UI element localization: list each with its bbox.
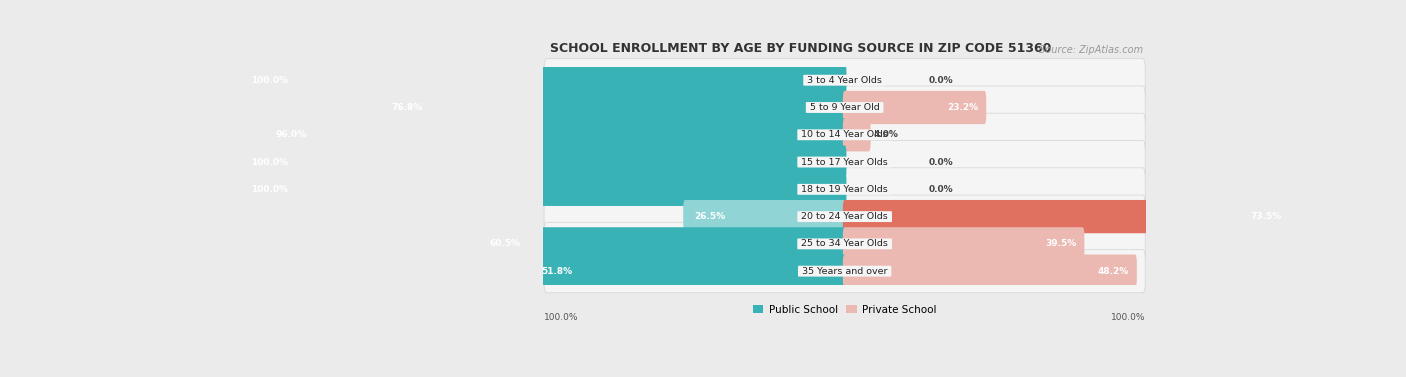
FancyBboxPatch shape bbox=[380, 91, 846, 124]
Text: 0.0%: 0.0% bbox=[929, 158, 953, 167]
Text: 48.2%: 48.2% bbox=[1098, 267, 1129, 276]
FancyBboxPatch shape bbox=[842, 227, 1084, 261]
FancyBboxPatch shape bbox=[683, 200, 846, 233]
Text: 35 Years and over: 35 Years and over bbox=[799, 267, 890, 276]
FancyBboxPatch shape bbox=[842, 200, 1289, 233]
Text: 25 to 34 Year Olds: 25 to 34 Year Olds bbox=[799, 239, 891, 248]
Text: 10 to 14 Year Olds: 10 to 14 Year Olds bbox=[799, 130, 891, 139]
Text: 100.0%: 100.0% bbox=[252, 76, 288, 85]
FancyBboxPatch shape bbox=[544, 222, 1146, 265]
FancyBboxPatch shape bbox=[264, 118, 846, 152]
Text: 76.8%: 76.8% bbox=[391, 103, 422, 112]
Text: 15 to 17 Year Olds: 15 to 17 Year Olds bbox=[799, 158, 891, 167]
Text: 23.2%: 23.2% bbox=[948, 103, 979, 112]
FancyBboxPatch shape bbox=[240, 146, 846, 179]
Text: 20 to 24 Year Olds: 20 to 24 Year Olds bbox=[799, 212, 891, 221]
Text: 0.0%: 0.0% bbox=[929, 76, 953, 85]
Text: 100.0%: 100.0% bbox=[544, 313, 578, 322]
FancyBboxPatch shape bbox=[842, 254, 1137, 288]
FancyBboxPatch shape bbox=[544, 59, 1146, 102]
Text: 0.0%: 0.0% bbox=[929, 185, 953, 194]
Text: Source: ZipAtlas.com: Source: ZipAtlas.com bbox=[1039, 44, 1143, 55]
Text: 96.0%: 96.0% bbox=[276, 130, 307, 139]
Legend: Public School, Private School: Public School, Private School bbox=[749, 300, 941, 319]
FancyBboxPatch shape bbox=[531, 254, 846, 288]
FancyBboxPatch shape bbox=[544, 86, 1146, 129]
Text: 73.5%: 73.5% bbox=[1250, 212, 1281, 221]
Text: 39.5%: 39.5% bbox=[1045, 239, 1077, 248]
FancyBboxPatch shape bbox=[544, 250, 1146, 293]
Text: SCHOOL ENROLLMENT BY AGE BY FUNDING SOURCE IN ZIP CODE 51360: SCHOOL ENROLLMENT BY AGE BY FUNDING SOUR… bbox=[550, 41, 1050, 55]
Text: 51.8%: 51.8% bbox=[541, 267, 572, 276]
FancyBboxPatch shape bbox=[478, 227, 846, 261]
Text: 100.0%: 100.0% bbox=[1111, 313, 1146, 322]
FancyBboxPatch shape bbox=[240, 173, 846, 206]
Text: 60.5%: 60.5% bbox=[489, 239, 520, 248]
FancyBboxPatch shape bbox=[240, 64, 846, 97]
Text: 26.5%: 26.5% bbox=[695, 212, 725, 221]
FancyBboxPatch shape bbox=[544, 113, 1146, 156]
Text: 100.0%: 100.0% bbox=[252, 158, 288, 167]
Text: 5 to 9 Year Old: 5 to 9 Year Old bbox=[807, 103, 883, 112]
FancyBboxPatch shape bbox=[842, 118, 870, 152]
FancyBboxPatch shape bbox=[544, 141, 1146, 184]
Text: 4.0%: 4.0% bbox=[873, 130, 898, 139]
FancyBboxPatch shape bbox=[842, 91, 986, 124]
FancyBboxPatch shape bbox=[544, 168, 1146, 211]
Text: 18 to 19 Year Olds: 18 to 19 Year Olds bbox=[799, 185, 891, 194]
Text: 3 to 4 Year Olds: 3 to 4 Year Olds bbox=[804, 76, 886, 85]
FancyBboxPatch shape bbox=[544, 195, 1146, 238]
Text: 100.0%: 100.0% bbox=[252, 185, 288, 194]
